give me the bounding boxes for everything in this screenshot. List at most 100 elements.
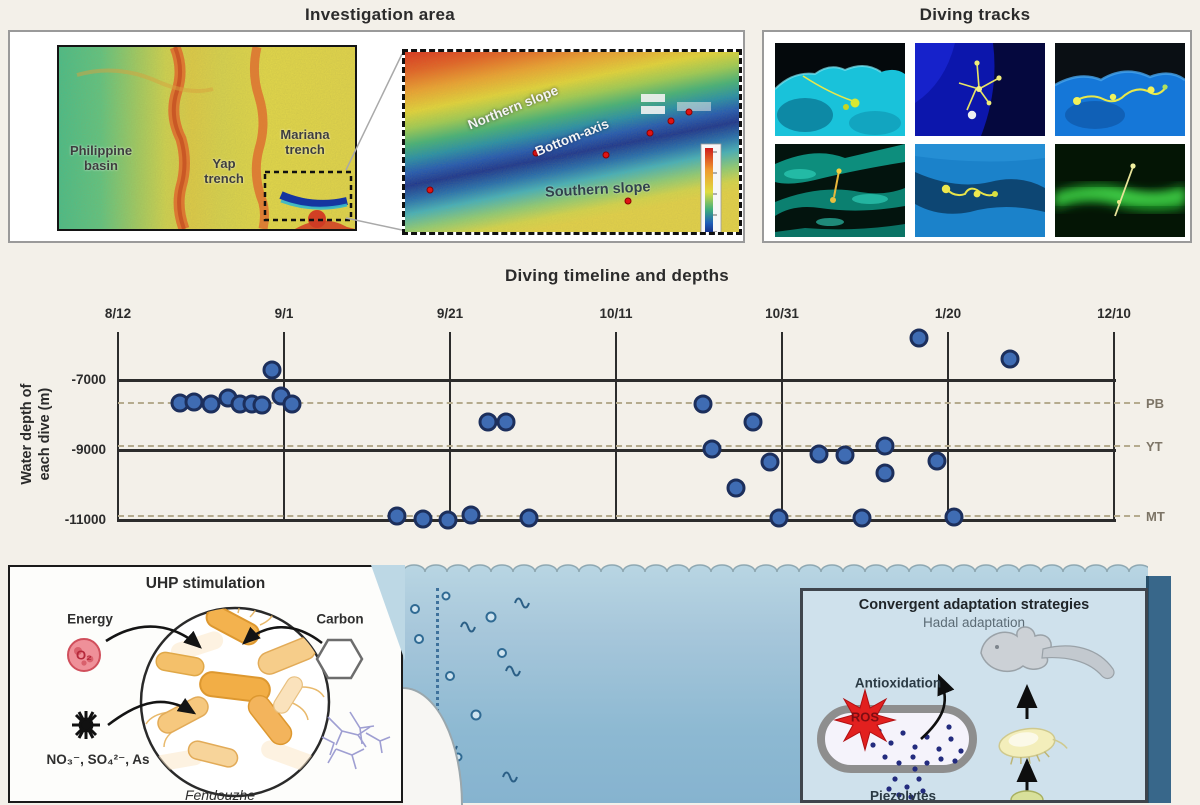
regional-map-image	[59, 47, 355, 229]
dive-depth-point	[282, 394, 302, 414]
label-philippine-basin: Philippine basin	[69, 143, 133, 173]
dive-depth-point	[809, 444, 829, 464]
carbon-label: Carbon	[316, 611, 364, 627]
dive-depth-point	[693, 394, 713, 414]
ros-burst-icon	[833, 688, 897, 752]
dive-depth-point	[478, 412, 498, 432]
reference-label-mt: MT	[1146, 509, 1165, 524]
benthic-organism-icon	[1010, 790, 1044, 800]
fendouzhe-label: Fendouzhe	[184, 787, 256, 803]
investigation-title: Investigation area	[305, 5, 455, 24]
track-line	[944, 187, 996, 197]
x-tick: 9/1	[274, 306, 294, 321]
dive-track-image-2	[915, 43, 1045, 136]
dive-site-dot	[646, 129, 654, 137]
dive-depth-point	[252, 395, 272, 415]
nutrients-label: NO₃⁻, SO₄²⁻, As	[46, 752, 150, 767]
gridline-date	[781, 332, 783, 522]
dive-depth-point	[262, 360, 282, 380]
dive-depth-point	[835, 445, 855, 465]
dive-site-dot	[532, 149, 540, 157]
track-line	[1074, 85, 1168, 103]
amphipod-icon	[998, 727, 1068, 765]
dive-track-image-5	[915, 144, 1045, 237]
snailfish-icon	[980, 626, 1115, 680]
x-tick: 10/11	[599, 306, 633, 321]
inset-connection-lines	[345, 53, 403, 231]
mineral-burst-icon	[72, 711, 100, 739]
site-tag	[641, 106, 665, 114]
dive-depth-point	[875, 463, 895, 483]
antioxidation-label: Antioxidation	[854, 675, 942, 691]
diving-tracks-panel	[762, 30, 1192, 243]
dive-depth-point	[496, 412, 516, 432]
inset-map-image	[405, 52, 739, 232]
dive-depth-point	[875, 436, 895, 456]
dive-depth-point	[760, 452, 780, 472]
y-tick: -7000	[71, 372, 106, 387]
gridline-date	[117, 332, 119, 522]
trench-inset-map: Northern slope Bottom-axis Southern slop…	[402, 49, 742, 235]
adaptation-subtitle: Hadal adaptation	[922, 615, 1026, 630]
dive-depth-point	[461, 505, 481, 525]
dive-site-markers	[405, 52, 739, 232]
timeline-title: Diving timeline and depths	[504, 266, 730, 285]
adaptation-title: Convergent adaptation strategies	[858, 597, 1090, 613]
gridline-date	[283, 332, 285, 522]
dive-track-image-4	[775, 144, 905, 237]
o2-label: O₂	[76, 647, 92, 663]
dive-depth-point	[944, 507, 964, 527]
x-tick: 12/10	[1097, 306, 1131, 321]
piezolytes-label: Piezolytes	[869, 788, 937, 803]
dive-depth-point	[387, 506, 407, 526]
adaptation-panel: Convergent adaptation strategies Hadal a…	[800, 588, 1148, 803]
reference-line-mt	[118, 515, 1140, 517]
dive-track-image-1	[775, 43, 905, 136]
timeline-chart: 8/12 9/1 9/21 10/11 10/31 1/20 12/10 PB …	[19, 306, 1165, 530]
dive-depth-point	[519, 508, 539, 528]
x-tick: 10/31	[765, 306, 799, 321]
x-tick: 8/12	[104, 306, 132, 321]
x-tick: 1/20	[934, 306, 962, 321]
gridline-date	[1113, 332, 1115, 522]
site-tag	[641, 94, 665, 102]
gridline-date	[449, 332, 451, 522]
uhp-illustration	[67, 606, 391, 798]
site-tag	[677, 102, 711, 111]
dive-depth-point	[769, 508, 789, 528]
dive-site-dot	[667, 117, 675, 125]
antioxidation-arrow	[920, 673, 955, 740]
input-arrows	[105, 625, 323, 727]
inset-extent-box	[263, 170, 353, 222]
reference-line-pb	[118, 402, 1140, 404]
y-tick: -11000	[64, 512, 106, 527]
dive-depth-point	[852, 508, 872, 528]
reference-label-yt: YT	[1146, 439, 1163, 454]
descent-dotted-line	[436, 588, 439, 803]
energy-label: Energy	[67, 611, 113, 627]
inset-colorbar	[700, 143, 722, 232]
x-tick: 9/21	[436, 306, 464, 321]
dive-depth-point	[702, 439, 722, 459]
ocean-edge-strip	[1146, 576, 1171, 803]
y-tick: -9000	[71, 442, 106, 457]
depth-line-9000	[118, 449, 1116, 452]
dive-depth-point	[1000, 349, 1020, 369]
reference-label-pb: PB	[1146, 396, 1165, 411]
reference-line-yt	[118, 445, 1140, 447]
dive-points-layer	[170, 328, 1020, 530]
dive-site-dot	[624, 197, 632, 205]
x-axis-line	[118, 519, 1116, 522]
adaptation-illustration	[817, 626, 1115, 800]
regional-bathymetry-map: Philippine basin Yap trench Mariana tren…	[57, 45, 357, 231]
dive-depth-point	[726, 478, 746, 498]
dive-site-dot	[602, 151, 610, 159]
track-line	[802, 75, 854, 102]
water-surface-wave	[403, 563, 1148, 573]
tracks-title: Diving tracks	[919, 5, 1031, 24]
dive-site-dot	[426, 186, 434, 194]
organic-matter-branches	[321, 711, 391, 770]
trench-deep-streak	[279, 191, 348, 208]
investigation-panel: Philippine basin Yap trench Mariana tren…	[8, 30, 745, 243]
gridline-date	[947, 332, 949, 522]
